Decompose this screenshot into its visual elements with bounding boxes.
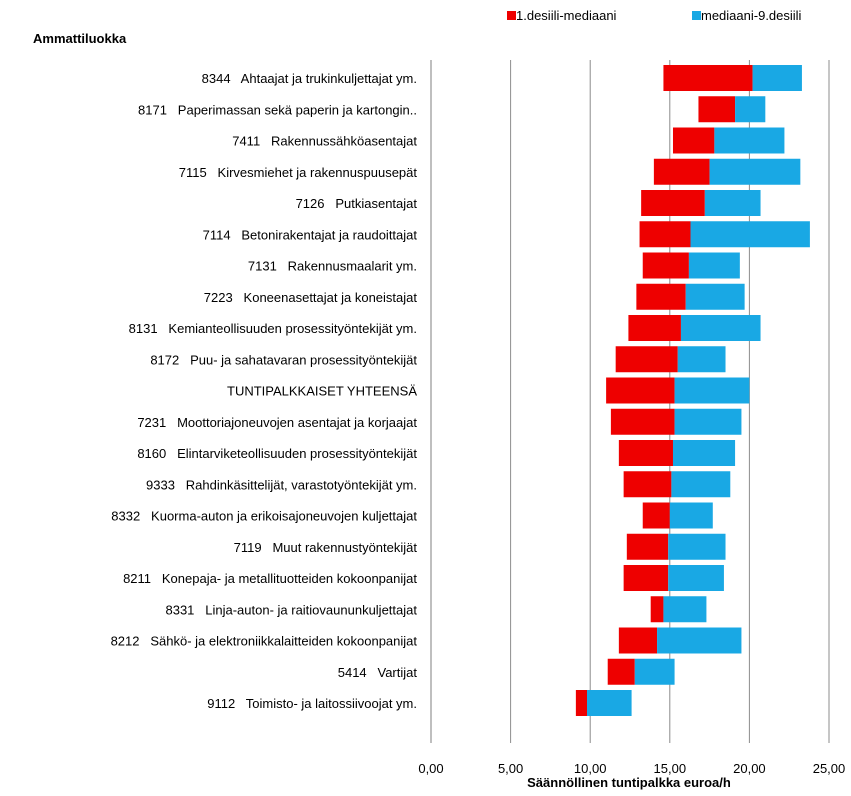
category-label: 8331 Linja-auton- ja raitiovaununkuljett…: [165, 602, 417, 617]
bar-d1-median: [650, 596, 664, 623]
category-label: 8212 Sähkö- ja elektroniikkalaitteiden k…: [111, 634, 418, 649]
legend-label-d1: 1.desiili-mediaani: [516, 8, 617, 23]
bar-d1-median: [653, 158, 710, 185]
bar-median-d9: [672, 440, 736, 466]
bar-d1-median: [615, 346, 678, 373]
bar-median-d9: [674, 377, 750, 404]
bar-d1-median: [636, 283, 686, 310]
bar-median-d9: [752, 65, 802, 91]
x-axis-title: Säännöllinen tuntipalkka euroa/h: [527, 775, 731, 790]
x-axis-ticks: 0,00 5,00 10,00 15,00 20,00 25,00: [418, 761, 845, 776]
legend: 1.desiili-mediaani mediaani-9.desiili: [507, 8, 802, 23]
category-label: 8171 Paperimassan sekä paperin ja karton…: [138, 102, 417, 117]
bar-median-d9: [735, 96, 766, 123]
category-label: 7115 Kirvesmiehet ja rakennuspuusepät: [179, 165, 418, 180]
bar-d1-median: [618, 440, 673, 466]
category-label: 8160 Elintarviketeollisuuden prosessityö…: [137, 446, 417, 461]
bar-d1-median: [607, 658, 635, 685]
bar-d1-median: [663, 65, 753, 91]
x-tick-label: 15,00: [654, 761, 687, 776]
bar-d1-median: [639, 221, 691, 248]
bar-d1-median: [575, 690, 588, 716]
bar-median-d9: [714, 127, 785, 154]
category-label: 8211 Konepaja- ja metallituotteiden koko…: [123, 571, 417, 586]
bar-d1-median: [626, 533, 669, 560]
category-label: 7231 Moottoriajoneuvojen asentajat ja ko…: [137, 415, 417, 430]
category-label: 5414 Vartijat: [338, 665, 418, 680]
category-label: 8332 Kuorma-auton ja erikoisajoneuvojen …: [111, 509, 417, 524]
category-labels: 8344 Ahtaajat ja trukinkuljettajat ym. 81…: [111, 71, 418, 711]
bar-median-d9: [709, 158, 801, 185]
category-label: 7126 Putkiasentajat: [296, 196, 418, 211]
bar-d1-median: [610, 408, 675, 435]
bar-median-d9: [668, 533, 726, 560]
bar-d1-median: [672, 127, 715, 154]
category-label: 7223 Koneenasettajat ja koneistajat: [204, 290, 418, 305]
bar-d1-median: [642, 502, 670, 529]
bar-median-d9: [677, 346, 726, 373]
category-label: 7411 Rakennussähköasentajat: [232, 134, 417, 149]
bar-d1-median: [698, 96, 736, 123]
x-tick-label: 5,00: [498, 761, 523, 776]
category-label: 7119 Muut rakennustyöntekijät: [234, 540, 418, 555]
legend-label-d9: mediaani-9.desiili: [701, 8, 802, 23]
bars: [575, 65, 810, 716]
category-label: 9333 Rahdinkäsittelijät, varastotyönteki…: [146, 477, 417, 492]
bar-d1-median: [623, 471, 672, 498]
legend-swatch-d9: [692, 11, 701, 20]
x-tick-label: 20,00: [733, 761, 766, 776]
bar-median-d9: [690, 221, 810, 248]
category-label: 9112 Toimisto- ja laitossiivoojat ym.: [207, 696, 417, 711]
category-label: 8172 Puu- ja sahatavaran prosessityöntek…: [150, 352, 417, 367]
bar-median-d9: [680, 315, 761, 341]
x-tick-label: 10,00: [574, 761, 607, 776]
bar-d1-median: [628, 315, 681, 341]
bar-d1-median: [623, 565, 669, 591]
bar-median-d9: [657, 627, 742, 654]
bar-median-d9: [634, 658, 675, 685]
x-tick-label: 25,00: [813, 761, 846, 776]
bar-median-d9: [663, 596, 707, 623]
bar-d1-median: [641, 190, 705, 216]
bar-d1-median: [606, 377, 675, 404]
bar-median-d9: [671, 471, 731, 498]
legend-swatch-d1: [507, 11, 516, 20]
category-label: 8344 Ahtaajat ja trukinkuljettajat ym.: [202, 71, 417, 86]
category-axis-title: Ammattiluokka: [33, 31, 127, 46]
bar-median-d9: [669, 502, 713, 529]
bar-median-d9: [688, 252, 740, 279]
category-label: 7114 Betonirakentajat ja raudoittajat: [203, 227, 418, 242]
category-label: 7131 Rakennusmaalarit ym.: [248, 259, 417, 274]
category-label: 8131 Kemianteollisuuden prosessityönteki…: [129, 321, 417, 336]
bar-median-d9: [674, 408, 742, 435]
bar-median-d9: [685, 283, 745, 310]
bar-median-d9: [587, 690, 632, 716]
x-tick-label: 0,00: [418, 761, 443, 776]
category-label: TUNTIPALKKAISET YHTEENSÄ: [227, 384, 417, 399]
bar-median-d9: [668, 565, 724, 591]
bar-d1-median: [642, 252, 689, 279]
bar-median-d9: [704, 190, 761, 216]
bar-d1-median: [618, 627, 658, 654]
